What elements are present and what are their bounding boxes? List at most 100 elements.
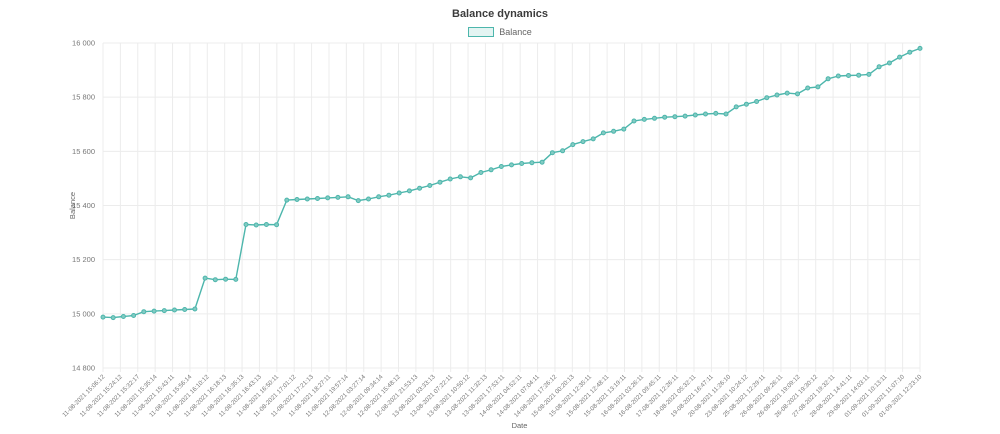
balance-point[interactable]: [345, 194, 351, 200]
legend-label: Balance: [499, 27, 532, 37]
balance-point[interactable]: [825, 76, 831, 82]
balance-point[interactable]: [672, 114, 678, 120]
balance-point[interactable]: [263, 222, 269, 227]
balance-point[interactable]: [754, 99, 760, 104]
svg-text:15 600: 15 600: [72, 147, 95, 156]
legend-item-balance[interactable]: Balance: [0, 27, 1000, 37]
balance-point[interactable]: [897, 54, 903, 60]
balance-point[interactable]: [141, 309, 147, 315]
balance-point[interactable]: [886, 60, 892, 66]
balance-point[interactable]: [304, 196, 310, 202]
balance-point[interactable]: [519, 161, 525, 166]
balance-point[interactable]: [723, 111, 729, 117]
balance-point[interactable]: [284, 197, 290, 203]
balance-point[interactable]: [182, 307, 188, 312]
balance-point[interactable]: [764, 95, 770, 101]
balance-point[interactable]: [120, 314, 126, 319]
svg-text:16 000: 16 000: [72, 39, 95, 48]
balance-point[interactable]: [835, 73, 841, 79]
balance-point[interactable]: [917, 45, 923, 51]
balance-point[interactable]: [488, 167, 494, 173]
y-tick-labels: 16 000 15 800 15 600 15 400 15 200 15 000 14 8…: [72, 39, 95, 373]
x-axis-title: Date: [512, 421, 528, 430]
balance-point[interactable]: [406, 188, 412, 194]
balance-point[interactable]: [539, 159, 545, 165]
balance-point[interactable]: [876, 64, 882, 70]
balance-point[interactable]: [682, 113, 688, 119]
balance-point[interactable]: [774, 92, 780, 98]
balance-point[interactable]: [315, 196, 320, 201]
balance-point[interactable]: [631, 118, 637, 124]
balance-point[interactable]: [427, 183, 433, 188]
balance-point[interactable]: [509, 162, 514, 168]
balance-point[interactable]: [223, 276, 229, 282]
balance-point[interactable]: [161, 308, 167, 314]
balance-point[interactable]: [590, 136, 596, 142]
svg-text:15 800: 15 800: [72, 93, 95, 102]
balance-point[interactable]: [815, 84, 821, 90]
balance-point[interactable]: [468, 175, 474, 181]
balance-point[interactable]: [447, 176, 453, 182]
legend-swatch: [468, 27, 495, 37]
balance-point[interactable]: [856, 72, 862, 78]
balance-point[interactable]: [100, 314, 106, 320]
balance-point[interactable]: [294, 197, 300, 202]
balance-point[interactable]: [151, 308, 157, 314]
balance-point[interactable]: [805, 85, 811, 91]
balance-point[interactable]: [733, 104, 739, 110]
balance-point[interactable]: [784, 90, 790, 96]
balance-point[interactable]: [641, 116, 647, 122]
balance-point[interactable]: [907, 49, 913, 55]
svg-text:15 000: 15 000: [72, 309, 95, 318]
balance-point[interactable]: [846, 73, 851, 78]
balance-point[interactable]: [611, 128, 617, 134]
balance-point[interactable]: [743, 101, 749, 107]
balance-point[interactable]: [131, 313, 137, 318]
balance-point[interactable]: [212, 277, 218, 283]
balance-point[interactable]: [570, 142, 576, 148]
balance-point[interactable]: [192, 306, 198, 312]
y-gridlines: [103, 42, 920, 369]
balance-point[interactable]: [692, 112, 698, 118]
balance-point[interactable]: [355, 198, 361, 204]
balance-point[interactable]: [549, 150, 555, 156]
balance-point[interactable]: [498, 164, 504, 169]
balance-point[interactable]: [335, 194, 341, 200]
balance-point[interactable]: [274, 222, 280, 228]
balance-point[interactable]: [795, 91, 800, 97]
svg-text:15 200: 15 200: [72, 255, 95, 264]
balance-point[interactable]: [652, 115, 657, 121]
balance-point[interactable]: [366, 196, 371, 202]
balance-point[interactable]: [417, 185, 423, 191]
svg-text:15 400: 15 400: [72, 201, 95, 210]
balance-point[interactable]: [560, 148, 566, 154]
balance-point[interactable]: [703, 111, 708, 117]
balance-point[interactable]: [243, 222, 249, 227]
balance-point[interactable]: [437, 179, 443, 185]
balance-point[interactable]: [325, 195, 331, 201]
balance-point[interactable]: [172, 307, 177, 313]
balance-point[interactable]: [866, 71, 872, 77]
balance-point[interactable]: [580, 139, 586, 145]
balance-point[interactable]: [529, 160, 535, 166]
balance-point[interactable]: [376, 194, 382, 200]
balance-point[interactable]: [233, 276, 239, 282]
balance-point[interactable]: [713, 110, 719, 116]
balance-point[interactable]: [386, 192, 392, 198]
balance-point[interactable]: [253, 222, 259, 228]
chart-title: Balance dynamics: [452, 8, 548, 20]
balance-point[interactable]: [110, 315, 116, 321]
balance-point[interactable]: [396, 190, 402, 196]
balance-point[interactable]: [662, 114, 668, 120]
balance-point[interactable]: [621, 126, 627, 132]
svg-text:14 800: 14 800: [72, 364, 95, 373]
y-axis-title: Balance: [68, 192, 77, 219]
balance-point[interactable]: [457, 174, 463, 180]
balance-point[interactable]: [600, 130, 606, 136]
balance-point[interactable]: [478, 170, 484, 175]
balance-point[interactable]: [202, 275, 208, 281]
balance-points[interactable]: [100, 45, 923, 321]
